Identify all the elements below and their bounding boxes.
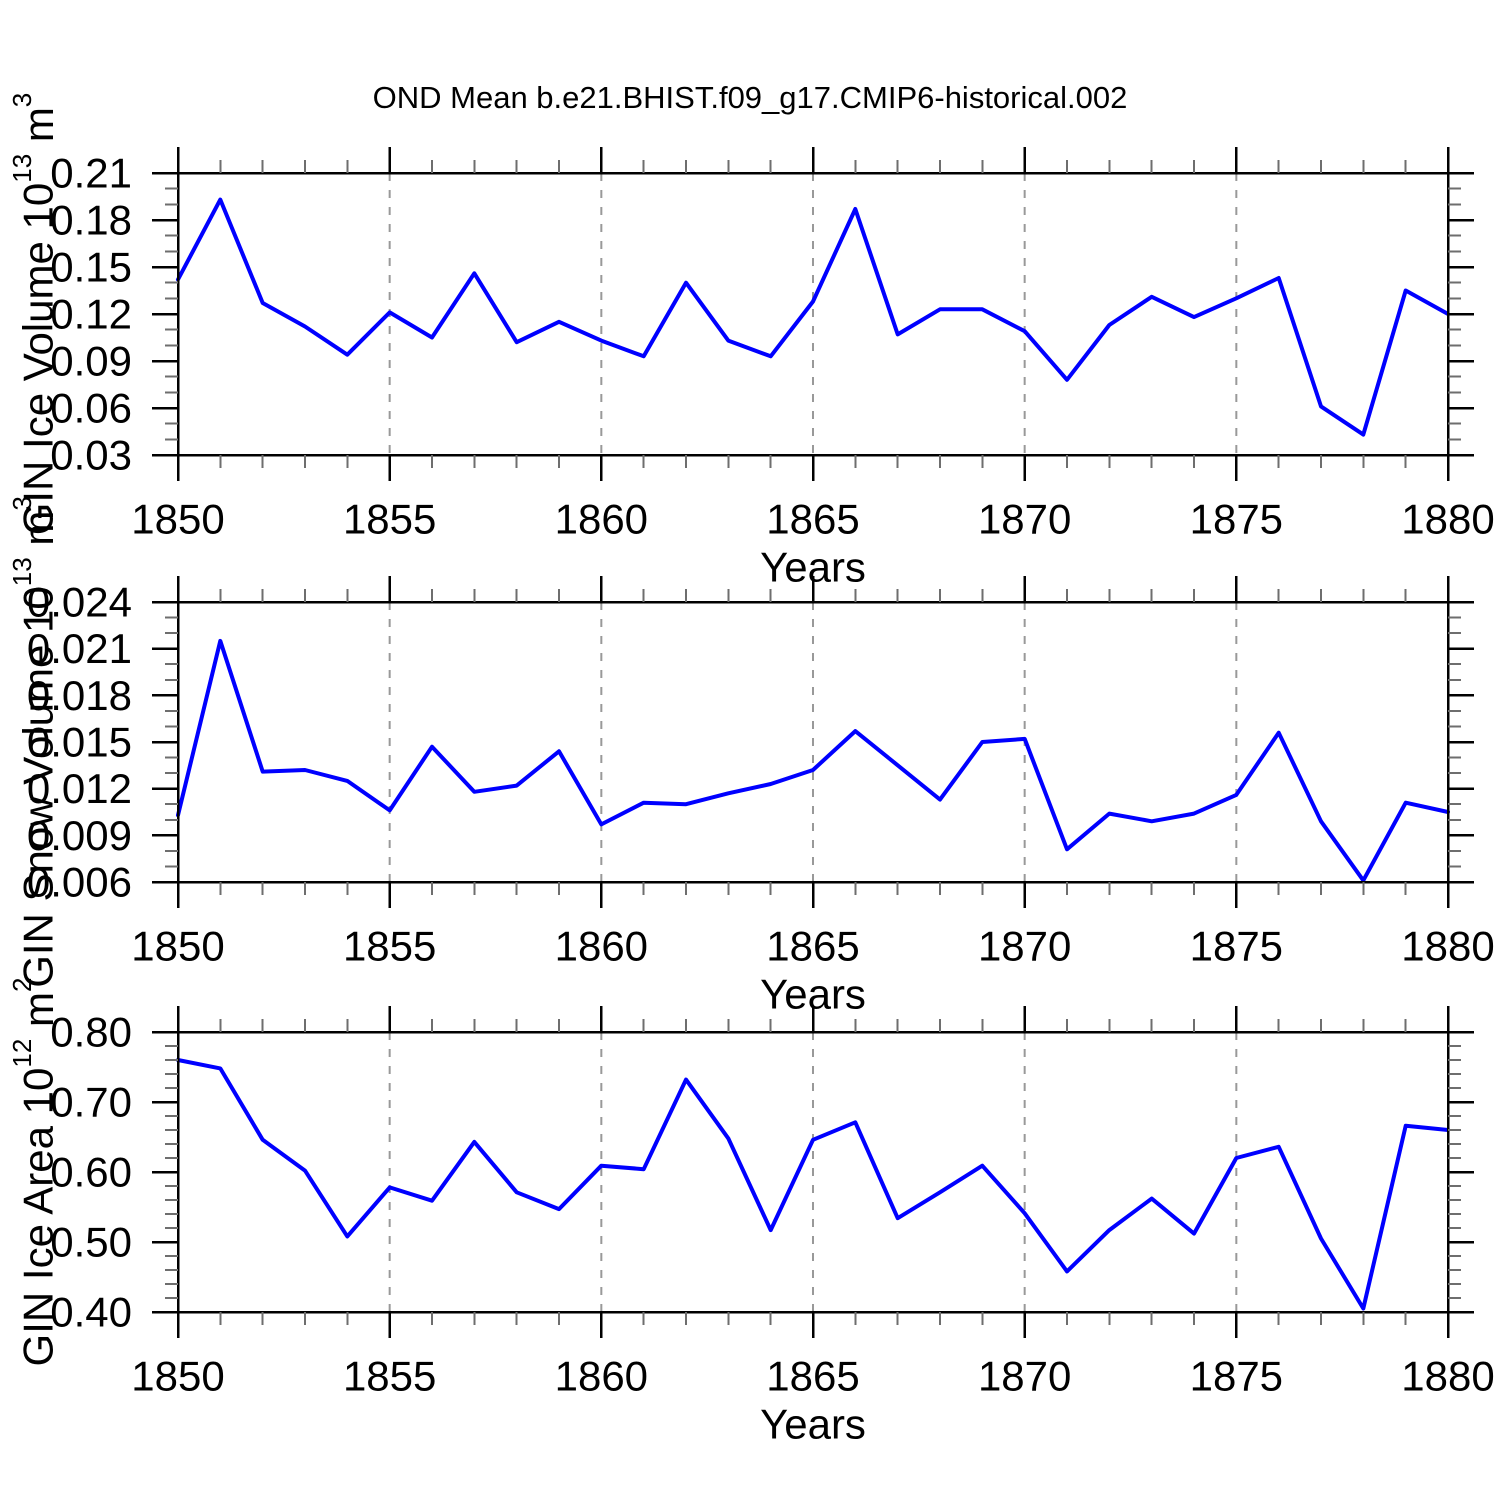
x-tick-label: 1875 xyxy=(1190,1353,1283,1400)
x-tick-labels: 1850 1855 1860 1865 1870 1875 1880 xyxy=(131,1353,1494,1400)
x-tick-label: 1870 xyxy=(978,923,1071,970)
x-tick-label: 1865 xyxy=(766,1353,859,1400)
x-tick-label: 1850 xyxy=(131,1353,224,1400)
y-tick-label: 0.40 xyxy=(50,1289,132,1336)
x-tick-label: 1860 xyxy=(555,496,648,543)
y-axis-title-unit-exponent: 3 xyxy=(7,93,37,107)
y-tick-label: 0.06 xyxy=(50,385,132,432)
y-tick-label: 0.018 xyxy=(27,672,132,719)
chart-title: OND Mean b.e21.BHIST.f09_g17.CMIP6-histo… xyxy=(372,80,1128,115)
y-axis-title: GIN Snow Volume 1013 m3 xyxy=(7,496,62,988)
y-tick-label: 0.21 xyxy=(50,150,132,197)
y-tick-label: 0.09 xyxy=(50,338,132,385)
x-tick-label: 1855 xyxy=(343,1353,436,1400)
y-axis-title-unit: m xyxy=(15,511,62,558)
x-axis-ticks xyxy=(176,147,1450,481)
x-axis-ticks xyxy=(176,576,1450,908)
y-tick-label: 0.18 xyxy=(50,197,132,244)
y-tick-label: 0.03 xyxy=(50,432,132,479)
y-tick-label: 0.80 xyxy=(50,1009,132,1056)
x-tick-label: 1855 xyxy=(343,923,436,970)
x-tick-label: 1860 xyxy=(555,1353,648,1400)
x-gridlines xyxy=(388,173,1238,455)
y-tick-label: 0.012 xyxy=(27,765,132,812)
y-axis-title: GIN Ice Area 1012 m2 xyxy=(7,978,62,1367)
y-tick-label: 0.70 xyxy=(50,1079,132,1126)
x-tick-label: 1875 xyxy=(1190,923,1283,970)
y-axis-title-unit-exponent: 3 xyxy=(7,496,37,510)
y-tick-label: 0.12 xyxy=(50,291,132,338)
x-axis-title: Years xyxy=(760,1401,866,1448)
y-tick-label: 0.024 xyxy=(27,579,132,626)
y-axis-title-exponent: 13 xyxy=(7,557,37,586)
x-tick-label: 1865 xyxy=(766,923,859,970)
y-axis-ticks xyxy=(152,1030,1474,1314)
y-tick-labels: 0.40 0.50 0.60 0.70 0.80 xyxy=(50,1009,132,1336)
data-series-line xyxy=(176,638,1450,883)
x-tick-label: 1855 xyxy=(343,496,436,543)
y-tick-label: 0.50 xyxy=(50,1219,132,1266)
x-tick-label: 1870 xyxy=(978,1353,1071,1400)
y-tick-label: 0.006 xyxy=(27,859,132,906)
x-tick-label: 1870 xyxy=(978,496,1071,543)
y-tick-label: 0.021 xyxy=(27,625,132,672)
x-tick-label: 1880 xyxy=(1401,923,1494,970)
y-tick-label: 0.009 xyxy=(27,812,132,859)
x-tick-label: 1880 xyxy=(1401,1353,1494,1400)
y-axis-ticks xyxy=(152,171,1474,457)
panel-3: 0.40 0.50 0.60 0.70 0.80 1850 1855 1860 1865 1870… xyxy=(7,978,1495,1448)
y-axis-title-unit: m xyxy=(15,992,62,1039)
x-tick-label: 1850 xyxy=(131,923,224,970)
data-series-line xyxy=(176,1058,1450,1311)
x-gridlines xyxy=(388,602,1238,882)
data-series-line xyxy=(176,197,1450,437)
x-tick-labels: 1850 1855 1860 1865 1870 1875 1880 xyxy=(131,496,1494,543)
y-axis-title-unit-exponent: 2 xyxy=(7,978,37,992)
y-axis-title-exponent: 13 xyxy=(7,154,37,183)
y-axis-ticks xyxy=(152,600,1474,884)
x-tick-label: 1860 xyxy=(555,923,648,970)
y-tick-label: 0.15 xyxy=(50,244,132,291)
y-tick-label: 0.60 xyxy=(50,1149,132,1196)
x-gridlines xyxy=(388,1032,1238,1312)
panel-1: 0.030.060.090.120.150.180.21 1850 1855 1860… xyxy=(7,93,1495,591)
y-axis-title-unit: m xyxy=(15,107,62,154)
y-axis-title-exponent: 12 xyxy=(7,1039,37,1068)
x-tick-label: 1850 xyxy=(131,496,224,543)
x-axis-ticks xyxy=(176,1006,1450,1338)
x-tick-label: 1880 xyxy=(1401,496,1494,543)
y-tick-label: 0.015 xyxy=(27,719,132,766)
x-tick-label: 1865 xyxy=(766,496,859,543)
y-tick-labels: 0.030.060.090.120.150.180.21 xyxy=(50,150,132,479)
x-tick-label: 1875 xyxy=(1190,496,1283,543)
x-tick-labels: 1850 1855 1860 1865 1870 1875 1880 xyxy=(131,923,1494,970)
